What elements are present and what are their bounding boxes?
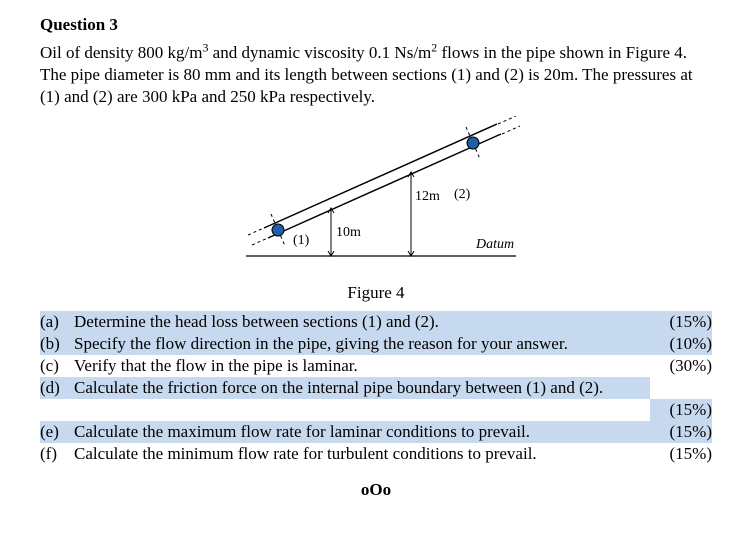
document-page: Question 3 Oil of density 800 kg/m3 and … [0, 0, 752, 511]
question-heading: Question 3 [40, 14, 712, 36]
pipe-diagram: Datum 10m (1) [186, 116, 566, 276]
figure-4: Datum 10m (1) [40, 116, 712, 282]
part-row: (a)Determine the head loss between secti… [40, 311, 712, 333]
part-percent: (15%) [650, 421, 712, 443]
height-2-label: 12m [415, 189, 440, 204]
question-paragraph: Oil of density 800 kg/m3 and dynamic vis… [40, 42, 712, 108]
part-text: Calculate the maximum flow rate for lami… [74, 421, 650, 443]
part-text: Verify that the flow in the pipe is lami… [74, 355, 650, 377]
part-text: Specify the flow direction in the pipe, … [74, 333, 650, 355]
height-1-label: 10m [336, 225, 361, 240]
part-row: (c)Verify that the flow in the pipe is l… [40, 355, 712, 377]
end-marker: oOo [40, 479, 712, 501]
parts-list: (a)Determine the head loss between secti… [40, 311, 712, 466]
part-percent: (15%) [650, 443, 712, 465]
part-row: (15%) [40, 399, 712, 421]
part-percent: (10%) [650, 333, 712, 355]
part-row: (b)Specify the flow direction in the pip… [40, 333, 712, 355]
part-percent: (15%) [650, 399, 712, 421]
part-letter: (f) [40, 443, 74, 465]
part-percent: (15%) [650, 311, 712, 333]
part-row: (e)Calculate the maximum flow rate for l… [40, 421, 712, 443]
figure-caption: Figure 4 [40, 282, 712, 304]
part-text: Calculate the minimum flow rate for turb… [74, 443, 650, 465]
part-letter: (a) [40, 311, 74, 333]
part-row: (f)Calculate the minimum flow rate for t… [40, 443, 712, 465]
datum-label: Datum [475, 237, 514, 252]
part-letter: (d) [40, 377, 74, 399]
part-letter: (e) [40, 421, 74, 443]
part-letter: (c) [40, 355, 74, 377]
part-letter: (b) [40, 333, 74, 355]
part-text: Calculate the friction force on the inte… [74, 377, 650, 399]
part-row: (d)Calculate the friction force on the i… [40, 377, 712, 399]
part-text: Determine the head loss between sections… [74, 311, 650, 333]
section-1-label: (1) [293, 233, 310, 248]
part-percent: (30%) [650, 355, 712, 377]
section-2-label: (2) [454, 187, 471, 202]
